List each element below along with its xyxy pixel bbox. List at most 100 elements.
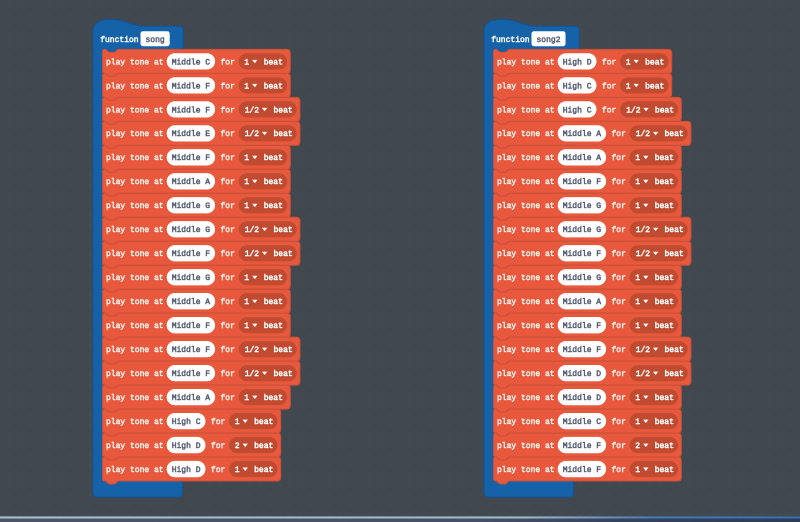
svg-text:beat: beat: [655, 202, 674, 211]
svg-text:1/2: 1/2: [636, 250, 651, 259]
svg-text:beat: beat: [274, 250, 293, 259]
svg-text:Middle A: Middle A: [563, 130, 602, 139]
svg-text:for: for: [221, 82, 236, 91]
svg-text:beat: beat: [274, 130, 293, 139]
svg-text:1/2: 1/2: [245, 226, 260, 235]
svg-text:beat: beat: [264, 82, 283, 91]
svg-text:1: 1: [635, 418, 640, 427]
svg-text:1: 1: [244, 82, 249, 91]
svg-text:beat: beat: [655, 298, 674, 307]
svg-text:Middle F: Middle F: [172, 250, 211, 259]
svg-text:1/2: 1/2: [245, 370, 260, 379]
svg-text:song2: song2: [537, 36, 561, 45]
svg-text:beat: beat: [264, 202, 283, 211]
svg-text:play tone at: play tone at: [106, 106, 164, 115]
svg-text:1/2: 1/2: [636, 130, 651, 139]
svg-text:2: 2: [635, 442, 640, 451]
svg-text:play tone at: play tone at: [106, 394, 164, 403]
svg-text:play tone at: play tone at: [106, 274, 164, 283]
svg-text:for: for: [612, 178, 627, 187]
svg-text:for: for: [221, 298, 236, 307]
svg-text:Middle F: Middle F: [172, 154, 211, 163]
svg-text:for: for: [602, 58, 617, 67]
svg-text:1/2: 1/2: [245, 130, 260, 139]
svg-text:Middle A: Middle A: [563, 154, 602, 163]
svg-text:play tone at: play tone at: [106, 58, 164, 67]
svg-text:play tone at: play tone at: [106, 226, 164, 235]
svg-text:beat: beat: [274, 226, 293, 235]
svg-text:for: for: [612, 202, 627, 211]
svg-text:for: for: [221, 370, 236, 379]
svg-text:play tone at: play tone at: [497, 82, 555, 91]
svg-text:play tone at: play tone at: [497, 250, 555, 259]
svg-text:for: for: [612, 442, 627, 451]
svg-text:for: for: [211, 442, 226, 451]
svg-text:1: 1: [244, 202, 249, 211]
svg-text:for: for: [221, 346, 236, 355]
svg-text:play tone at: play tone at: [497, 274, 555, 283]
svg-text:1: 1: [235, 466, 240, 475]
svg-text:for: for: [221, 394, 236, 403]
svg-text:beat: beat: [655, 106, 674, 115]
svg-text:beat: beat: [264, 394, 283, 403]
svg-text:song: song: [146, 36, 165, 45]
svg-text:1: 1: [635, 394, 640, 403]
svg-text:for: for: [221, 250, 236, 259]
svg-text:for: for: [221, 226, 236, 235]
svg-text:1/2: 1/2: [245, 250, 260, 259]
svg-text:for: for: [221, 322, 236, 331]
svg-text:play tone at: play tone at: [106, 418, 164, 427]
svg-text:play tone at: play tone at: [106, 202, 164, 211]
svg-text:for: for: [221, 58, 236, 67]
svg-text:1/2: 1/2: [626, 106, 641, 115]
svg-text:play tone at: play tone at: [497, 298, 555, 307]
svg-text:beat: beat: [274, 346, 293, 355]
svg-text:beat: beat: [254, 466, 273, 475]
svg-text:Middle F: Middle F: [172, 322, 211, 331]
svg-text:for: for: [612, 346, 627, 355]
svg-text:play tone at: play tone at: [497, 154, 555, 163]
svg-text:1: 1: [244, 274, 249, 283]
svg-text:1: 1: [635, 466, 640, 475]
svg-text:play tone at: play tone at: [106, 370, 164, 379]
svg-text:Middle G: Middle G: [563, 202, 602, 211]
svg-text:play tone at: play tone at: [497, 130, 555, 139]
svg-text:play tone at: play tone at: [106, 250, 164, 259]
svg-text:play tone at: play tone at: [497, 226, 555, 235]
svg-text:Middle F: Middle F: [563, 442, 602, 451]
svg-text:beat: beat: [655, 154, 674, 163]
svg-text:High C: High C: [563, 106, 592, 115]
svg-text:1: 1: [635, 322, 640, 331]
svg-text:play tone at: play tone at: [497, 322, 555, 331]
svg-text:Middle F: Middle F: [563, 346, 602, 355]
svg-text:1: 1: [635, 202, 640, 211]
svg-text:for: for: [612, 154, 627, 163]
svg-text:1: 1: [244, 298, 249, 307]
svg-text:beat: beat: [254, 418, 273, 427]
svg-text:for: for: [221, 106, 236, 115]
svg-text:for: for: [221, 178, 236, 187]
svg-text:beat: beat: [665, 346, 684, 355]
svg-text:2: 2: [235, 442, 240, 451]
svg-text:beat: beat: [264, 58, 283, 67]
svg-text:play tone at: play tone at: [497, 418, 555, 427]
svg-text:Middle D: Middle D: [563, 370, 602, 379]
svg-text:play tone at: play tone at: [497, 178, 555, 187]
svg-text:play tone at: play tone at: [497, 370, 555, 379]
svg-text:for: for: [221, 154, 236, 163]
svg-text:beat: beat: [655, 442, 674, 451]
svg-text:for: for: [211, 418, 226, 427]
svg-text:for: for: [211, 466, 226, 475]
svg-text:1: 1: [635, 154, 640, 163]
svg-text:Middle F: Middle F: [172, 346, 211, 355]
svg-text:beat: beat: [645, 58, 664, 67]
svg-text:Middle F: Middle F: [563, 250, 602, 259]
svg-text:High C: High C: [172, 418, 201, 427]
svg-text:1: 1: [235, 418, 240, 427]
svg-text:High D: High D: [563, 58, 592, 67]
svg-text:play tone at: play tone at: [106, 154, 164, 163]
svg-text:beat: beat: [655, 418, 674, 427]
svg-text:Middle G: Middle G: [563, 274, 602, 283]
svg-text:1: 1: [635, 178, 640, 187]
svg-text:play tone at: play tone at: [497, 58, 555, 67]
